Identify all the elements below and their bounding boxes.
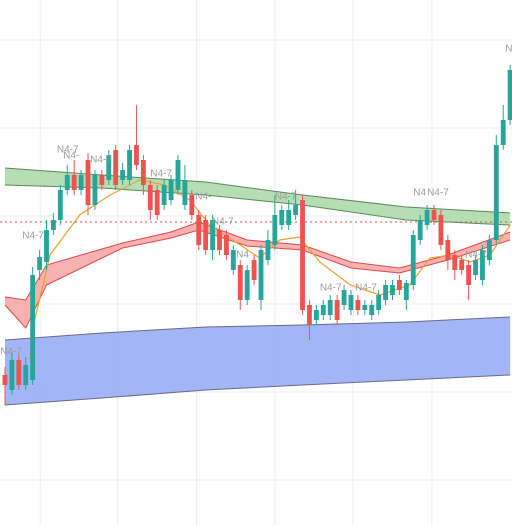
candle-body [154,190,160,215]
candle-body [383,285,388,300]
candle-body [348,295,354,310]
candle-body [168,180,174,200]
candle-body [320,305,326,315]
candle-body [140,160,146,185]
candle-body [57,190,63,220]
candle-body [286,210,292,225]
annotation: N4-7 [0,347,22,358]
candle-body [230,250,236,270]
candle-body [50,220,56,230]
candle-body [182,180,188,205]
candle-body [473,260,478,275]
candle-body [445,240,451,260]
candle-body [500,120,506,145]
candle-body [99,175,105,185]
candle-body [480,250,485,280]
candle-body [23,365,29,385]
candle-body [203,220,209,250]
candle-body [30,275,36,380]
candle-body [452,255,458,270]
candle-body [265,240,271,260]
candle-body [362,305,368,310]
candle-body [300,200,305,310]
candle-body [147,185,153,210]
annotation: N4 [413,188,426,199]
annotation: N4-7 [320,283,342,294]
candle-body [113,150,119,185]
candle-body [341,290,347,305]
candle-body [223,235,229,255]
candle-body [293,205,299,215]
annotation: N4-7 [275,192,297,203]
candle-body [106,155,112,180]
candle-body [161,185,167,205]
candle-body [9,360,15,390]
band-edge [4,229,511,329]
candle-body [272,215,278,245]
candle-body [251,260,257,280]
candle-body [44,230,49,262]
candle-body [37,257,43,270]
candle-body [196,215,202,245]
band-edge [4,374,511,406]
candle-body [120,170,126,180]
annotation: N4-7 [212,217,234,228]
candle-body [438,215,444,245]
candle-body [2,375,8,385]
annotation: N4- [195,192,211,203]
candle-body [313,310,319,320]
candle-body [279,210,285,225]
annotation: N4-7 [90,155,112,166]
candle-body [466,265,472,285]
candle-body [403,283,409,300]
candle-body [493,145,499,240]
candle-body [431,210,437,220]
candle-body [369,305,375,315]
candle-body [78,175,84,190]
annotation: N4-7 [150,169,172,180]
annotation: N4-7 [22,231,44,242]
candle-body [210,220,215,250]
annotation: N4-7 [355,283,377,294]
annotation: N4-7 [427,188,449,199]
candle-body [376,295,382,310]
annotation: N4- [63,151,79,162]
candle-body [307,305,312,325]
candle-body [390,285,395,295]
candle-body [334,300,340,320]
candle-body [217,230,222,250]
band-edge [4,221,511,301]
annotation: N4-7 [465,250,487,261]
candle-body [16,360,22,385]
candle-body [134,145,139,165]
candle-body [507,70,512,120]
candle-body [64,175,70,190]
candle-body [85,160,91,205]
candle-body [127,150,132,180]
annotation: N4-7 [57,145,79,156]
band [4,168,511,225]
candle-body [175,160,181,190]
band-edge [4,316,511,341]
candle-body [396,280,402,290]
candle-body [92,175,98,205]
candle-body [244,270,250,300]
candle-body [410,235,416,285]
candle-body [424,210,430,225]
candle-body [258,250,264,300]
candle-body [486,240,492,260]
candle-body [71,175,77,190]
candle-body [189,195,195,215]
candle-body [327,300,333,315]
candle-body [417,220,423,240]
annotation: N4 [236,250,249,261]
candle-body [459,260,465,270]
candle-body [355,300,361,310]
candle-body [237,265,243,300]
annotation: N [505,44,512,55]
band [4,222,511,328]
band [4,317,511,405]
